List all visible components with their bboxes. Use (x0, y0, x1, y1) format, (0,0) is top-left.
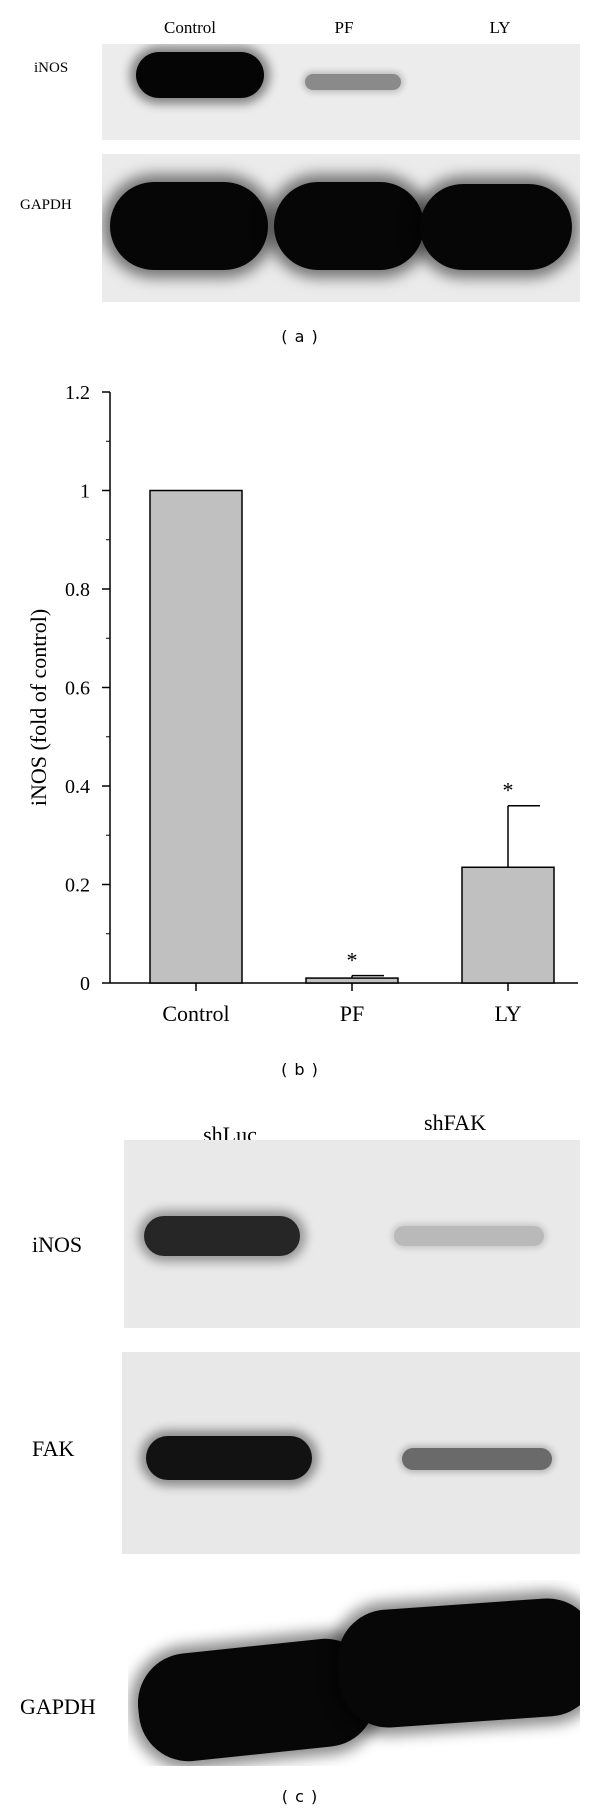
significance-star: * (347, 948, 358, 973)
y-axis-label: iNOS (fold of control) (26, 609, 51, 806)
blot-fak-c (122, 1352, 580, 1554)
row-label-gapdh: GAPDH (20, 197, 72, 213)
band-shfak-gapdh (334, 1595, 580, 1731)
blot-inos-a (102, 44, 580, 140)
row-label-inos-c: iNOS (32, 1232, 83, 1257)
y-tick-label: 0.4 (65, 776, 90, 798)
band-shfak-inos (394, 1226, 544, 1246)
lane-label-ly: LY (489, 18, 511, 37)
bar-control (149, 489, 243, 984)
caption-a: ( a ) (281, 327, 319, 346)
lane-label-shfak: shFAK (424, 1110, 486, 1135)
band-pf (305, 74, 401, 90)
row-label-gapdh-c: GAPDH (20, 1694, 96, 1719)
bar-pf (305, 977, 399, 984)
y-tick-label: 0.2 (65, 875, 90, 897)
blot-gapdh-c (128, 1580, 580, 1766)
y-tick-label: 0 (80, 973, 90, 995)
band-gapdh-pf (274, 182, 424, 270)
row-label-fak: FAK (32, 1436, 75, 1461)
x-tick-label-ly: LY (494, 1001, 521, 1026)
band-gapdh-ly (420, 184, 572, 270)
significance-star: * (503, 778, 514, 803)
y-tick-label: 0.6 (65, 678, 90, 700)
y-tick-label: 1 (80, 481, 90, 503)
lane-label-control: Control (164, 18, 216, 37)
x-tick-label-control: Control (162, 1001, 229, 1026)
y-tick-label: 1.2 (65, 382, 90, 404)
blot-inos-c (124, 1140, 580, 1328)
band-gapdh-control (110, 182, 268, 270)
row-label-inos: iNOS (34, 60, 69, 76)
x-tick-label-pf: PF (340, 1001, 364, 1026)
band-shluc-fak (146, 1436, 312, 1480)
band-control (136, 52, 264, 98)
caption-b: ( b ) (281, 1060, 319, 1079)
band-shluc-inos (144, 1216, 300, 1256)
lane-label-pf: PF (334, 18, 354, 37)
y-tick-label: 0.8 (65, 579, 90, 601)
caption-c: ( c ) (281, 1787, 319, 1806)
bar-chart: 0 0.2 0.4 0.6 0.8 1 1.2 iNOS (fold of control) C… (26, 382, 578, 1026)
band-shfak-fak (402, 1448, 552, 1470)
blot-gapdh-a (102, 154, 580, 302)
bar-ly (461, 866, 555, 984)
